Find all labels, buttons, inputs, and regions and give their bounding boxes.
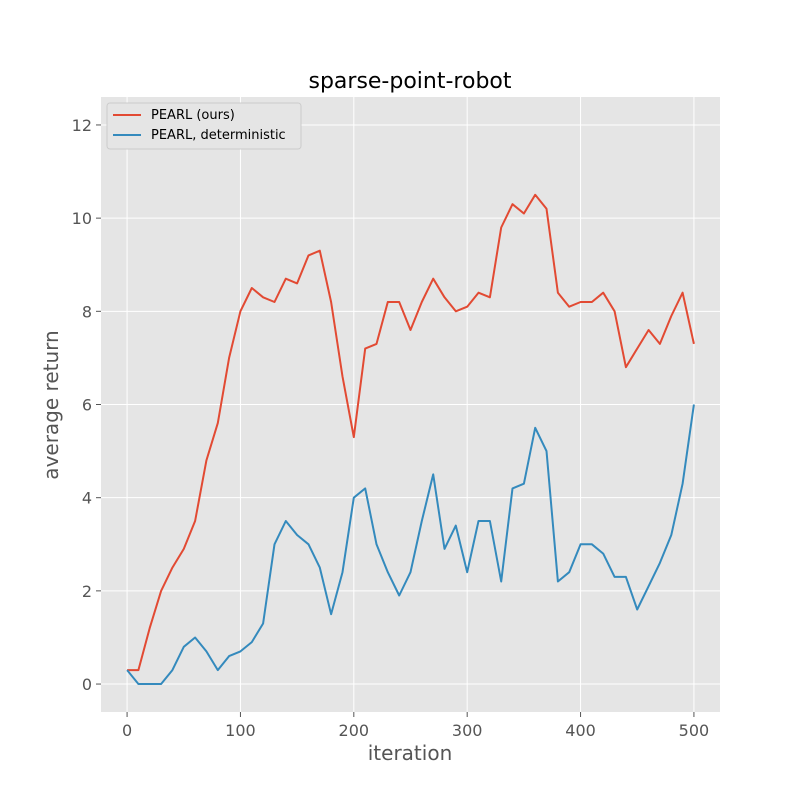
x-tick-label: 0 bbox=[122, 721, 132, 740]
y-axis-title: average return bbox=[39, 330, 63, 479]
y-tick-label: 0 bbox=[82, 675, 92, 694]
x-tick-label: 500 bbox=[679, 721, 710, 740]
y-tick-label: 10 bbox=[72, 209, 92, 228]
y-axis: 0 2 4 6 8 10 12 bbox=[72, 116, 101, 694]
x-tick-label: 300 bbox=[452, 721, 483, 740]
y-tick-label: 2 bbox=[82, 582, 92, 601]
legend-label-pearl-deterministic: PEARL, deterministic bbox=[151, 128, 286, 143]
series-layer bbox=[126, 193, 695, 685]
y-tick-label: 4 bbox=[82, 489, 92, 508]
series-line-pearl-ours bbox=[127, 193, 695, 672]
series-line-pearl-deterministic bbox=[126, 404, 695, 685]
y-tick-label: 12 bbox=[72, 116, 92, 135]
x-tick-label: 400 bbox=[565, 721, 596, 740]
y-tick-label: 6 bbox=[82, 396, 92, 415]
legend-label-pearl: PEARL (ours) bbox=[151, 108, 235, 123]
x-axis-title: iteration bbox=[368, 741, 453, 765]
legend-box bbox=[106, 102, 302, 150]
grid bbox=[101, 97, 720, 712]
y-tick-label: 8 bbox=[82, 302, 92, 321]
chart-title: sparse-point-robot bbox=[308, 69, 511, 94]
x-tick-label: 100 bbox=[225, 721, 256, 740]
legend: PEARL (ours) PEARL, deterministic bbox=[106, 102, 302, 150]
x-tick-label: 200 bbox=[339, 721, 370, 740]
x-axis: 0 100 200 300 400 500 bbox=[122, 712, 709, 740]
